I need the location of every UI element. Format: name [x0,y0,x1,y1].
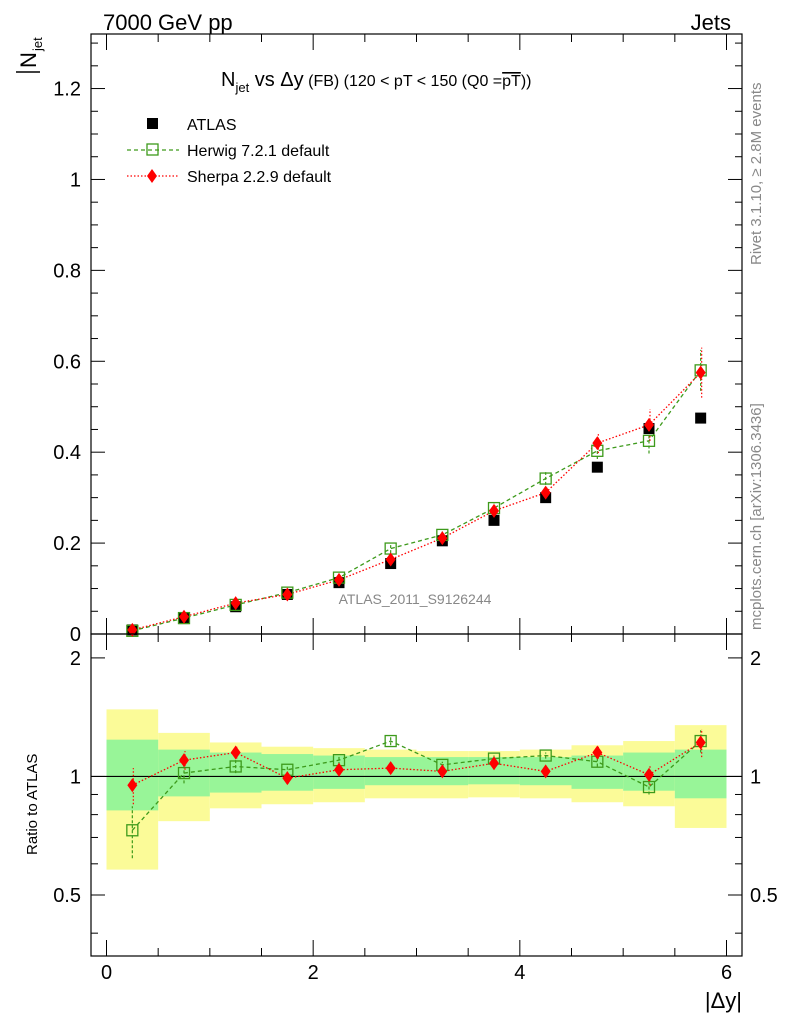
ratio-y-axis-label: Ratio to ATLAS [24,754,41,855]
title-close: )) [521,73,532,90]
ratio-series-layer [126,728,707,859]
main-y-tick-label: 0.2 [53,533,81,555]
sherpa-point [230,596,241,611]
ratio-herwig-point [126,824,139,837]
title-n: N [221,69,235,91]
x-tick-labels: 0 2 4 6 [101,962,732,984]
sherpa-point [540,485,551,500]
main-y-tick-label: 0 [70,624,81,646]
legend-sherpa-label: Sherpa 2.2.9 default [187,169,332,186]
ratio-uncertainty-bands [106,709,727,870]
ratio-plot-frame [90,633,743,957]
ratio-sherpa-point [334,762,344,777]
ratio-sherpa-point [437,764,448,779]
rivet-version-label: Rivet 3.1.10, ≥ 2.8M events [748,83,765,266]
atlas-point [591,461,603,473]
main-plot-panel: 0 0.2 0.4 0.6 0.8 1 1.2 [53,33,743,646]
main-y-tick-label: 0.4 [53,442,81,464]
ratio-sherpa-point [179,753,189,768]
x-tick-label: 0 [101,962,112,984]
legend-atlas-marker [147,118,158,129]
ratio-y-tick-label-right: 2 [750,648,761,670]
ratio-sherpa-point [230,745,241,760]
sherpa-point [695,365,706,380]
atlas-point [488,514,500,526]
sherpa-point [179,609,189,624]
ratio-y-tick-labels: 0.5 0.5 1 1 2 2 [53,648,778,907]
title-range: (120 < pT < 150 (Q0 = [339,73,502,90]
sherpa-point [334,572,344,587]
herwig-line [132,369,702,632]
ratio-sherpa-point [489,756,499,771]
ratio-sherpa-point [127,778,138,793]
sherpa-line [132,372,702,631]
ratio-y-tick-label-right: 0.5 [750,885,778,907]
ratio-y-tick-label-left: 1 [70,766,81,788]
x-tick-label: 2 [308,962,319,984]
legend-herwig-marker [146,143,159,156]
legend-atlas-label: ATLAS [187,117,237,134]
ratio-band-inner [674,749,727,799]
title-vs: vs Δy [249,69,303,91]
main-y-tick-label: 1 [70,169,81,191]
main-y-tick-label: 0.6 [53,351,81,373]
title-pt: pT [502,73,521,90]
ratio-sherpa-point [385,761,396,776]
title-sub: jet [234,80,249,95]
ratio-plot-panel: 0.5 0.5 1 1 2 2 [53,633,778,957]
ratio-sherpa-point [695,735,706,750]
main-axis-ticks [91,34,742,635]
ratio-band-inner [106,739,159,811]
sherpa-point [282,587,293,602]
mcplots-label: mcplots.cern.ch [arXiv:1306.3436] [748,403,765,630]
header-energy-label: 7000 GeV pp [103,10,233,35]
herwig-point [539,472,552,485]
title-fb: (FB) [304,73,340,90]
main-y-tick-label: 0.8 [53,260,81,282]
ratio-axis-ticks [91,634,742,956]
ratio-sherpa-point [540,764,551,779]
ratio-sherpa-point [644,767,654,782]
ratio-herwig-point [539,749,552,762]
x-axis-label: |Δy| [705,988,742,1013]
ratio-y-tick-label-right: 1 [750,766,761,788]
ratio-y-tick-label-left: 2 [70,648,81,670]
main-y-tick-label: 1.2 [53,79,81,101]
sherpa-point [592,436,603,451]
analysis-watermark: ATLAS_2011_S9126244 [339,591,492,607]
ratio-herwig-point [384,734,397,748]
header-jets-label: Jets [691,10,731,35]
y-axis-label-sub: jet [30,37,45,52]
sherpa-point [437,531,448,546]
main-y-tick-labels: 0 0.2 0.4 0.6 0.8 1 1.2 [53,79,81,646]
ratio-herwig-point [229,760,242,773]
herwig-point [642,434,656,447]
sherpa-point [489,503,499,518]
plot-title: Njet vs Δy (FB) (120 < pT < 150 (Q0 =pT)… [221,69,531,95]
y-axis-label-main: N jet [16,37,45,73]
ratio-herwig-point [177,766,191,780]
ratio-sherpa-point [282,771,293,786]
ratio-y-tick-label-left: 0.5 [53,885,81,907]
x-tick-label: 6 [721,962,732,984]
ratio-sherpa-point [592,745,603,760]
legend: ATLAS Herwig 7.2.1 default Sherpa 2.2.9 … [127,117,332,186]
sherpa-point [644,417,654,432]
x-tick-label: 4 [514,962,525,984]
main-series-layer [126,347,707,637]
legend-herwig-label: Herwig 7.2.1 default [187,143,330,160]
atlas-point [695,412,707,424]
legend-sherpa-marker [147,169,157,183]
sherpa-point [385,552,396,567]
ratio-herwig-line [131,740,702,831]
y-axis-label-N: N [16,52,41,68]
